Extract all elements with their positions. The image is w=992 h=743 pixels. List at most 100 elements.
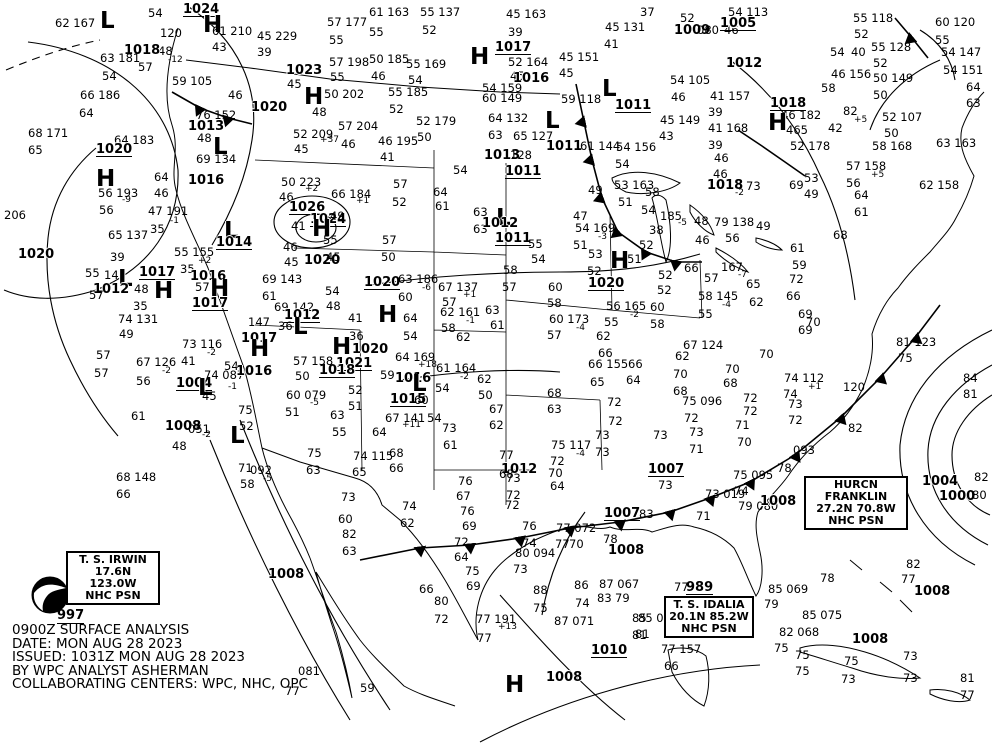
station-value: 48: [197, 131, 212, 145]
station-value: 64: [966, 80, 981, 94]
station-annotation: -7: [738, 270, 747, 280]
station-value: 57: [547, 328, 562, 342]
station-value: 61 144: [580, 139, 621, 153]
stationary-front-gulf: [359, 304, 941, 561]
station-value: 45: [202, 389, 217, 403]
station-annotation: -6: [422, 283, 431, 293]
pressure-label: 1004: [922, 474, 959, 489]
station-value: 62: [400, 516, 415, 530]
station-value: 41: [348, 311, 363, 325]
station-value: 80: [972, 488, 987, 502]
pressure-label: 1017: [241, 331, 278, 346]
station-value: 73: [841, 672, 856, 686]
station-value: 55 128: [871, 40, 912, 54]
station-value: 58: [240, 477, 255, 491]
pressure-label: 1007: [604, 506, 641, 521]
station-value: 50: [873, 88, 888, 102]
station-value: 54 147: [941, 45, 982, 59]
station-value: 67: [489, 402, 504, 416]
station-value: 46: [341, 137, 356, 151]
station-value: 74: [402, 499, 417, 513]
station-value: 73: [513, 562, 528, 576]
station-value: 52 179: [416, 114, 457, 128]
station-value: 84: [963, 371, 978, 385]
station-value: 58: [650, 317, 665, 331]
station-value: 36: [278, 319, 293, 333]
pressure-label: 1020: [364, 275, 401, 290]
station-value: 73 116: [182, 337, 223, 351]
station-value: 61: [262, 289, 277, 303]
station-value: 65: [746, 277, 761, 291]
station-value: 81: [960, 671, 975, 685]
isobar-1000: [927, 364, 992, 546]
station-value: 72: [743, 391, 758, 405]
station-value: 54: [531, 252, 546, 266]
station-value: 71: [238, 461, 253, 475]
station-value: 75: [533, 601, 548, 615]
station-value: 65 137: [108, 228, 149, 242]
station-value: 61: [790, 241, 805, 255]
cuba-coastline: [799, 644, 922, 679]
pressure-label: 1020: [304, 253, 341, 268]
station-value: 60: [414, 393, 429, 407]
station-value: 57: [96, 348, 111, 362]
analysis-centers: COLLABORATING CENTERS: WPC, NHC, OPC: [12, 676, 308, 693]
station-value: 81: [963, 387, 978, 401]
station-value: 62: [749, 295, 764, 309]
station-value: 57: [382, 233, 397, 247]
station-value: 61: [435, 199, 450, 213]
station-annotation: -4: [722, 300, 731, 310]
low-symbol: L: [602, 76, 617, 102]
station-value: 64: [403, 311, 418, 325]
station-value: 69: [789, 178, 804, 192]
station-value: 093: [793, 443, 815, 457]
station-value: 61: [854, 205, 869, 219]
pressure-label: 1012: [482, 216, 519, 231]
station-value: 61 164: [436, 361, 477, 375]
station-annotation: -1: [228, 382, 237, 392]
pressure-label: 1017: [192, 296, 229, 311]
station-value: 67 126: [136, 355, 177, 369]
station-value: 52: [873, 56, 888, 70]
station-annotation: -2: [162, 366, 171, 376]
station-value: 65: [590, 375, 605, 389]
station-value: 64: [454, 550, 469, 564]
cold-front-northwest: [171, 91, 253, 128]
station-value: 73: [595, 445, 610, 459]
pressure-label: 1011: [615, 98, 652, 113]
station-value: 46 156: [831, 67, 872, 81]
station-value: 66: [116, 487, 131, 501]
station-value: 41: [604, 37, 619, 51]
station-value: 63: [488, 128, 503, 142]
station-value: 465: [786, 123, 808, 137]
station-value: 50 149: [873, 71, 914, 85]
station-value: 64: [550, 479, 565, 493]
station-value: 73: [689, 425, 704, 439]
lake-ontario: [755, 237, 784, 251]
pressure-label: 1016: [236, 364, 273, 379]
station-value: 82: [843, 104, 858, 118]
station-value: 57: [502, 280, 517, 294]
station-value: 70: [725, 362, 740, 376]
station-value: 40: [851, 45, 866, 59]
station-value: 50: [417, 130, 432, 144]
station-value: 62: [675, 349, 690, 363]
low-symbol: L: [198, 375, 213, 401]
pressure-label: 1008: [760, 494, 797, 509]
station-value: 79 138: [714, 215, 755, 229]
pressure-label: 1011: [495, 231, 532, 246]
station-annotation: +11: [402, 420, 421, 430]
station-value: 73: [658, 478, 673, 492]
pressure-label: 1020: [96, 142, 133, 157]
station-value: 62: [477, 372, 492, 386]
station-value: 73: [903, 671, 918, 685]
station-annotation: -12: [168, 55, 183, 65]
station-value: 72: [684, 411, 699, 425]
pressure-label: 1008: [852, 632, 889, 647]
station-value: 64: [79, 106, 94, 120]
station-value: 57: [195, 280, 210, 294]
station-value: 58 145: [698, 289, 739, 303]
station-value: 57: [138, 60, 153, 74]
station-value: 092: [250, 463, 272, 477]
